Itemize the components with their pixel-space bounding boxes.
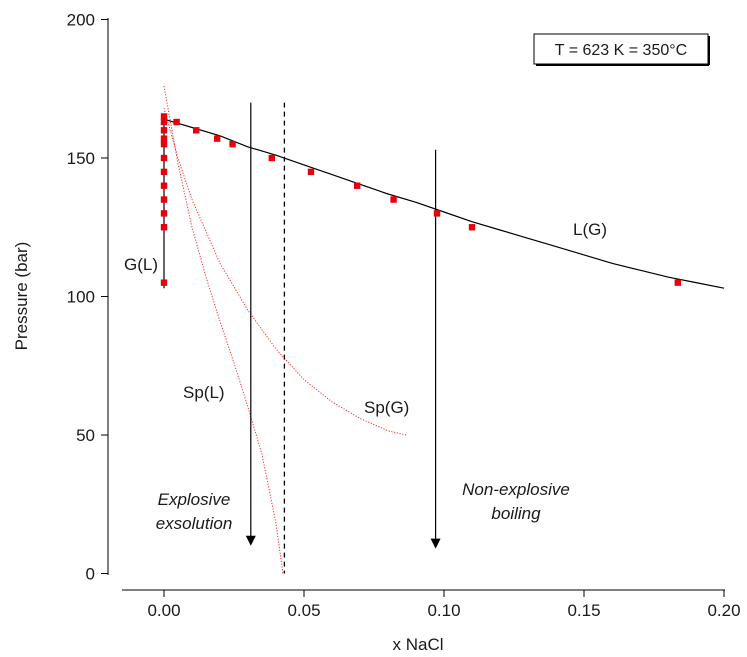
arrow-head-2 <box>430 538 441 549</box>
y-axis-label: Pressure (bar) <box>12 242 31 351</box>
x-tick-label: 0.05 <box>287 601 320 620</box>
annotation-non-explosive: Non-explosive <box>462 480 570 499</box>
plot-lines <box>163 85 725 574</box>
y-tick-label: 200 <box>67 11 95 30</box>
x-axis-label: x NaCl <box>392 635 443 654</box>
data-point <box>193 127 200 134</box>
data-point <box>468 224 476 231</box>
x-tick-label: 0.10 <box>427 601 460 620</box>
data-point <box>160 279 168 286</box>
data-point <box>160 196 168 203</box>
data-point <box>268 154 275 162</box>
plot-points <box>160 113 681 286</box>
y-tick-label: 100 <box>67 288 95 307</box>
data-point <box>160 118 168 126</box>
data-point <box>160 154 168 162</box>
data-point <box>160 182 168 189</box>
curve-label-lg: L(G) <box>573 220 607 239</box>
y-axis-ticks: 0 50 100 150 200 <box>67 11 108 584</box>
temperature-label: T = 623 K = 350°C <box>555 42 687 59</box>
temperature-box: T = 623 K = 350°C <box>533 33 710 66</box>
data-point <box>160 140 168 148</box>
annotation-explosive: Explosive <box>158 490 231 509</box>
arrow-head-0 <box>245 535 256 546</box>
y-tick-label: 50 <box>76 426 95 445</box>
data-point <box>173 118 180 126</box>
data-point <box>160 210 168 217</box>
x-axis-ticks: 0.00 0.05 0.10 0.15 0.20 <box>147 590 741 620</box>
data-point <box>160 168 168 176</box>
data-point <box>390 196 397 203</box>
data-point <box>214 135 221 142</box>
data-point <box>307 168 315 176</box>
annotation-exsolution: exsolution <box>156 514 233 533</box>
y-tick-label: 150 <box>67 149 95 168</box>
curve-label-gl: G(L) <box>124 255 158 274</box>
data-point <box>674 279 681 286</box>
data-point <box>160 224 168 231</box>
data-point <box>160 127 168 134</box>
data-point <box>433 210 441 217</box>
x-tick-label: 0.00 <box>147 601 180 620</box>
annotation-boiling: boiling <box>491 504 541 523</box>
data-point <box>160 113 168 120</box>
curve-label-spl: Sp(L) <box>183 383 225 402</box>
series-line-1 <box>163 118 725 289</box>
x-tick-label: 0.15 <box>567 601 600 620</box>
data-point <box>229 140 236 148</box>
data-point <box>354 182 361 189</box>
curve-label-spg: Sp(G) <box>364 398 409 417</box>
data-point <box>160 135 168 142</box>
series-line-3 <box>163 85 284 574</box>
y-tick-label: 0 <box>86 565 95 584</box>
x-tick-label: 0.20 <box>707 601 740 620</box>
